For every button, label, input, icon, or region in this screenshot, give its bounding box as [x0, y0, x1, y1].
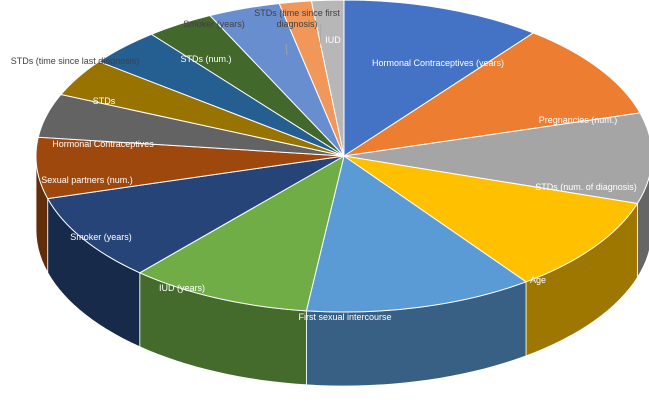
data-label-15-iud: IUD: [325, 35, 341, 45]
pie-slice-8-sexual-partners-num: [35, 136, 345, 200]
pie-slice-1-hormonal-contraceptives-years: [343, 0, 535, 157]
data-label-6-iud-years: IUD (years): [159, 283, 205, 293]
data-label-13-smoker-years: Smoker (years): [183, 19, 245, 29]
data-label-8-sexual-partners-num: Sexual partners (num.): [41, 175, 133, 185]
data-label-14-stds-time-since-first-diagnosis: STDs (time since first diagnosis): [254, 8, 340, 29]
data-label-12-stds-num: STDs (num.): [180, 54, 231, 64]
pie-side-walls: [35, 155, 649, 387]
leader-line-1: [285, 43, 288, 56]
data-label-9-hormonal-contraceptives: Hormonal Contraceptives: [52, 139, 154, 149]
pie-slice-3-stds-num-of-diagnosis: [343, 112, 649, 205]
data-label-1-hormonal-contraceptives-years: Hormonal Contraceptives (years): [372, 58, 504, 68]
leader-line-2: [319, 23, 322, 46]
pie-slice-15-iud: [310, 0, 345, 157]
data-label-5-first-sexual-intercourse: First sexual intercourse: [298, 312, 391, 322]
pie-data-labels: Hormonal Contraceptives (years) Pregnanci…: [11, 8, 637, 322]
data-label-11-stds-time-since-last-diagnosis: STDs (time since last diagnosis): [11, 56, 140, 66]
pie-slice-4-age: [343, 155, 639, 283]
data-label-3-stds-num-of-diagnosis: STDs (num. of diagnosis): [535, 182, 637, 192]
data-label-4-age: Age: [530, 275, 546, 285]
data-label-10-stds: STDs: [93, 96, 116, 106]
pie-slice-5-first-sexual-intercourse: [305, 155, 528, 313]
pie-slice-7-smoker-years: [46, 155, 345, 274]
pie-slices: [35, 0, 649, 313]
pie-slice-2-pregnancies-num: [343, 32, 641, 157]
data-label-2-pregnancies-num: Pregnancies (num.): [539, 115, 618, 125]
data-label-7-smoker-years: Smoker (years): [70, 232, 132, 242]
pie-slice-6-iud-years: [138, 154, 345, 312]
